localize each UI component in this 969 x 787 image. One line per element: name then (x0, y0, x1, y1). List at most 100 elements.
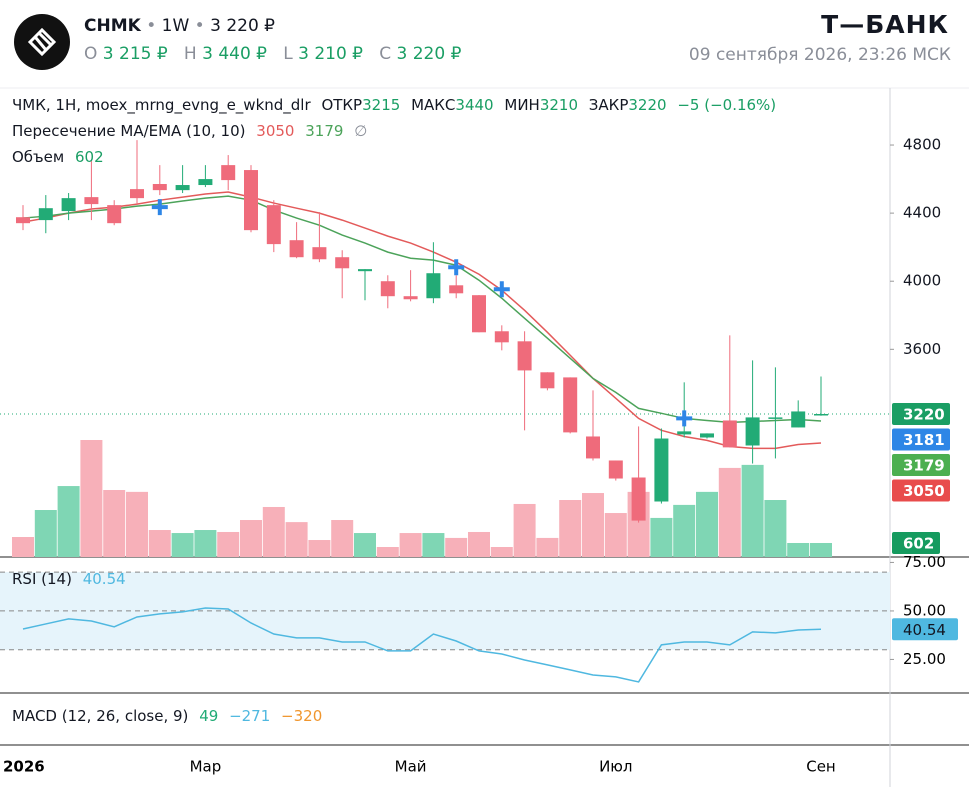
volume-bar (262, 506, 285, 557)
candle-body (814, 414, 828, 416)
cross-marker (448, 259, 465, 276)
volume-bar (34, 510, 57, 557)
ohlc-key: C (379, 44, 392, 64)
candle-body (335, 257, 350, 269)
logo (14, 14, 70, 70)
legend-value: 3179 (305, 122, 344, 140)
y-tick-label: 75.00 (903, 553, 946, 571)
cross-marker (151, 199, 168, 216)
ma-line (22, 191, 822, 450)
candle-body (38, 208, 53, 221)
candle-body (494, 331, 509, 343)
legend-key: МИН (504, 96, 540, 114)
datetime: 09 сентября 2026, 23:26 МСК (688, 45, 951, 65)
volume-bar (399, 533, 422, 557)
volume-bar (490, 546, 513, 557)
price-badge-label: 3179 (903, 457, 945, 475)
legend-value: 3440 (455, 96, 494, 114)
volume-bar (718, 467, 741, 557)
volume-bar (650, 517, 673, 557)
ohlc-value: 3 215 ₽ (102, 44, 168, 64)
volume-bar (741, 464, 764, 557)
candle-body (540, 372, 555, 389)
candle-body (631, 477, 646, 521)
volume-bar (445, 537, 468, 557)
x-tick-label: Май (395, 758, 427, 776)
candle-body (700, 433, 714, 438)
y-tick-label: 4800 (903, 136, 941, 154)
candle-body (654, 438, 669, 502)
legend: Пересечение MA/EMA (10, 10) 3050 3179 ∅ (12, 122, 373, 140)
volume-bar (308, 540, 331, 557)
volume-bar (422, 533, 445, 557)
legend: MACD (12, 26, close, 9) 49 −271 −320 (12, 707, 328, 725)
legend-value: 3210 (539, 96, 579, 114)
y-tick-label: 25.00 (903, 650, 946, 668)
price-badge-label: 3050 (903, 482, 945, 500)
candle-body (289, 240, 304, 258)
volume-bar (80, 440, 103, 557)
volume-bar (673, 504, 696, 557)
candle-body (16, 217, 30, 224)
legend: ЧМК, 1H, moex_mrng_evng_e_wknd_dlr ОТКР3… (12, 96, 782, 114)
volume-bar (148, 530, 171, 557)
candle-body (84, 197, 99, 205)
volume-bar (604, 513, 627, 557)
header-line: CHMK • 1W • 3 220 ₽ (84, 16, 275, 36)
candle-body (791, 411, 806, 428)
price-badge-label: 3181 (903, 431, 945, 449)
candle-body (221, 165, 236, 181)
candle-body (472, 295, 486, 333)
candle-body (586, 436, 600, 459)
volume-bar (285, 522, 308, 557)
legend-value: 3215 (362, 96, 401, 114)
legend: RSI (14) 40.54 (12, 570, 132, 588)
ohlc-value: 3 440 ₽ (202, 44, 267, 64)
price: 3 220 ₽ (210, 16, 275, 36)
legend-title: RSI (14) (12, 570, 72, 588)
volume-bar (787, 542, 810, 557)
candle-body (517, 341, 532, 371)
candle-body (152, 184, 167, 191)
volume-bar (536, 537, 559, 557)
volume-badge (892, 531, 940, 554)
candle-body (380, 281, 395, 297)
legend-title: Объем (12, 148, 65, 166)
volume-bar (354, 533, 376, 557)
x-tick-label: 2026 (3, 758, 45, 776)
volume-bar (764, 500, 787, 557)
price-badge (892, 403, 950, 426)
ohlc-value: 3 210 ₽ (298, 44, 363, 64)
legend-key: ОТКР (321, 96, 363, 114)
legend-value: −271 (229, 707, 271, 725)
volume-bar (126, 491, 148, 557)
price-badge-label: 3220 (903, 406, 945, 424)
candle-body (175, 185, 190, 191)
candle-body (677, 431, 692, 435)
rsi-line (22, 607, 822, 683)
ohlc-key: L (283, 44, 293, 64)
candle-body (449, 285, 464, 294)
brand: Т—БАНК (821, 10, 949, 39)
volume-bar (103, 490, 126, 557)
legend: Объем 602 (12, 148, 110, 166)
y-tick-label: 3600 (903, 340, 941, 358)
y-tick-label: 50.00 (903, 601, 946, 619)
price-badge (892, 428, 950, 451)
legend-value: 40.54 (82, 570, 126, 588)
volume-bar (331, 520, 354, 557)
cross-marker (493, 281, 510, 298)
candle-body (768, 417, 783, 419)
legend-value: ∅ (354, 122, 368, 140)
candle-body (722, 420, 737, 448)
y-tick-label: 4000 (903, 272, 941, 290)
logo-icon (27, 27, 57, 57)
legend-title: MACD (12, 26, close, 9) (12, 707, 189, 725)
cross-marker (676, 410, 693, 427)
ma-line (22, 195, 822, 424)
candle-body (198, 179, 213, 186)
volume-bar (57, 486, 80, 557)
volume-bar (810, 542, 832, 557)
